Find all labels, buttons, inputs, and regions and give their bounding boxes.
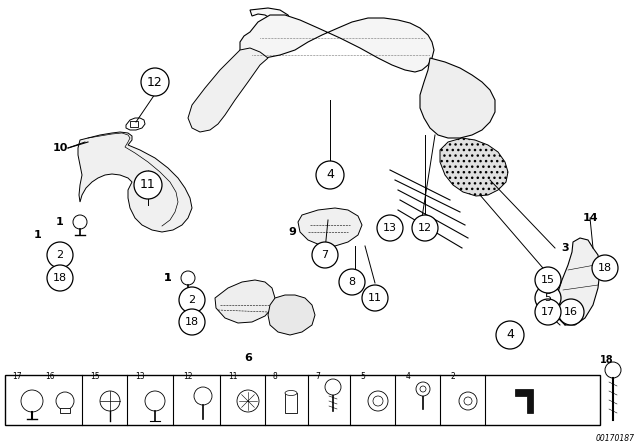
Text: 1: 1 (56, 217, 64, 227)
Text: 2: 2 (451, 372, 456, 381)
Circle shape (325, 379, 341, 395)
Text: 5: 5 (360, 372, 365, 381)
Circle shape (134, 171, 162, 199)
Circle shape (496, 321, 524, 349)
Text: 17: 17 (12, 372, 22, 381)
Text: 1: 1 (164, 273, 172, 283)
Text: 1: 1 (164, 273, 172, 283)
Circle shape (535, 285, 561, 311)
Circle shape (73, 215, 87, 229)
Text: 3: 3 (561, 243, 569, 253)
Circle shape (605, 362, 621, 378)
Bar (130, 121, 138, 127)
Text: 6: 6 (244, 353, 252, 363)
Polygon shape (515, 389, 533, 413)
Text: 18: 18 (598, 263, 612, 273)
Circle shape (181, 271, 195, 285)
Circle shape (592, 255, 618, 281)
Circle shape (377, 215, 403, 241)
Polygon shape (440, 138, 508, 196)
Circle shape (145, 391, 165, 411)
Circle shape (416, 382, 430, 396)
Polygon shape (215, 280, 275, 323)
Circle shape (56, 392, 74, 410)
Text: 4: 4 (506, 328, 514, 341)
Text: 11: 11 (140, 178, 156, 191)
Text: 8: 8 (273, 372, 277, 381)
Polygon shape (78, 132, 192, 232)
Text: 5: 5 (545, 293, 552, 303)
Circle shape (194, 387, 212, 405)
Circle shape (47, 242, 73, 268)
Bar (285, 393, 297, 413)
Circle shape (459, 392, 477, 410)
Circle shape (412, 215, 438, 241)
Text: 7: 7 (316, 372, 321, 381)
Circle shape (179, 287, 205, 313)
Polygon shape (555, 238, 600, 325)
Text: 2: 2 (56, 250, 63, 260)
Text: 11: 11 (228, 372, 237, 381)
Bar (5, 375, 600, 425)
Text: 2: 2 (188, 295, 196, 305)
Circle shape (362, 285, 388, 311)
Circle shape (464, 397, 472, 405)
Text: 15: 15 (541, 275, 555, 285)
Circle shape (339, 269, 365, 295)
Text: 7: 7 (321, 250, 328, 260)
Text: 4: 4 (406, 372, 410, 381)
Text: 17: 17 (541, 307, 555, 317)
Polygon shape (240, 15, 434, 72)
Circle shape (237, 390, 259, 412)
Circle shape (47, 265, 73, 291)
Text: 18: 18 (53, 273, 67, 283)
Circle shape (368, 391, 388, 411)
Text: 12: 12 (183, 372, 193, 381)
Text: 10: 10 (52, 143, 68, 153)
Circle shape (420, 386, 426, 392)
Text: 11: 11 (368, 293, 382, 303)
Polygon shape (298, 208, 362, 246)
Circle shape (141, 68, 169, 96)
Circle shape (312, 242, 338, 268)
Text: 16: 16 (45, 372, 55, 381)
Ellipse shape (285, 391, 297, 396)
Text: 9: 9 (288, 227, 296, 237)
Text: 15: 15 (90, 372, 100, 381)
Text: 13: 13 (383, 223, 397, 233)
Text: 13: 13 (135, 372, 145, 381)
Polygon shape (268, 295, 315, 335)
Circle shape (100, 391, 120, 411)
Circle shape (535, 267, 561, 293)
Circle shape (535, 299, 561, 325)
Text: 12: 12 (418, 223, 432, 233)
Polygon shape (188, 48, 268, 132)
Text: 16: 16 (564, 307, 578, 317)
Text: 1: 1 (34, 230, 42, 240)
Polygon shape (420, 58, 495, 138)
Text: 8: 8 (348, 277, 356, 287)
Bar (60, 408, 70, 413)
Text: 14: 14 (582, 213, 598, 223)
Text: 18: 18 (185, 317, 199, 327)
Text: 4: 4 (326, 168, 334, 181)
Circle shape (373, 396, 383, 406)
Circle shape (558, 299, 584, 325)
Text: 12: 12 (147, 76, 163, 89)
Polygon shape (250, 8, 292, 30)
Text: 00170187: 00170187 (596, 434, 635, 443)
Circle shape (316, 161, 344, 189)
Polygon shape (126, 118, 145, 130)
Text: 18: 18 (600, 355, 614, 365)
Circle shape (179, 309, 205, 335)
Circle shape (21, 390, 43, 412)
